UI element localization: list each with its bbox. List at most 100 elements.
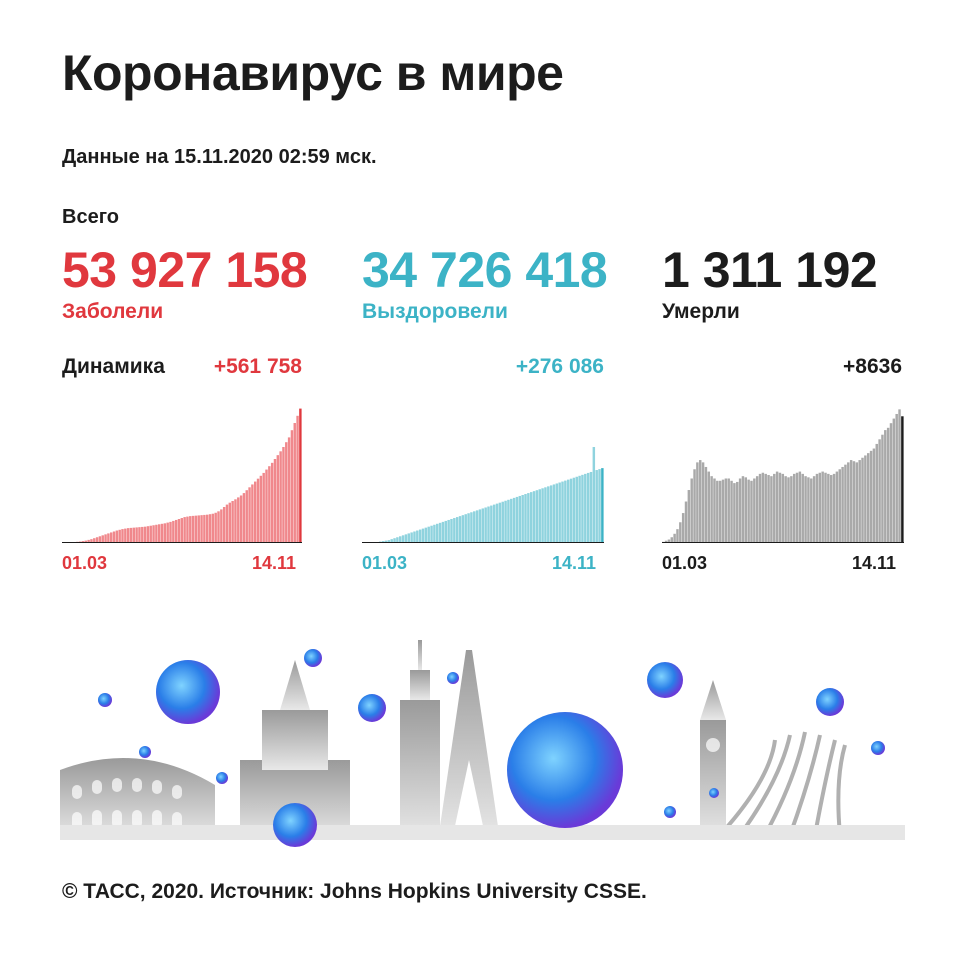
bar: [461, 515, 465, 543]
bar: [549, 485, 553, 543]
bar: [279, 451, 282, 543]
bar: [898, 409, 901, 543]
bar: [892, 418, 896, 543]
bar: [259, 475, 263, 543]
bar: [881, 434, 884, 543]
bar: [447, 519, 450, 543]
bar: [690, 478, 693, 543]
bar: [467, 513, 470, 543]
bar: [787, 477, 790, 543]
bar: [595, 470, 598, 543]
bar: [733, 483, 736, 543]
bar: [581, 474, 584, 543]
cases-chart-svg: [62, 408, 302, 543]
bar: [234, 499, 237, 543]
bar: [718, 480, 722, 543]
bar: [901, 416, 904, 543]
bar: [293, 423, 296, 543]
bar: [847, 462, 850, 543]
bar: [790, 476, 793, 543]
bar: [810, 478, 813, 543]
bar: [532, 491, 536, 543]
eiffel-tower-icon: [438, 650, 500, 840]
bar: [189, 516, 192, 543]
bar: [484, 507, 487, 543]
bar: [262, 472, 265, 543]
cases-x-end: 14.11: [252, 553, 297, 573]
bar: [245, 490, 248, 543]
bar: [470, 512, 473, 543]
page-title: Коронавирус в мире: [62, 45, 564, 101]
bar: [152, 525, 155, 543]
bar: [424, 527, 428, 543]
bar: [404, 534, 408, 543]
virus-icon: [98, 649, 885, 847]
bar: [827, 473, 830, 543]
bar: [864, 455, 867, 543]
bar: [222, 507, 226, 543]
bar: [753, 478, 756, 543]
bar: [821, 471, 824, 543]
bar: [727, 478, 730, 543]
bar: [438, 522, 442, 543]
bar: [242, 493, 246, 543]
bar: [200, 515, 203, 543]
bar: [710, 476, 713, 543]
bar: [270, 462, 274, 543]
bar: [287, 437, 291, 543]
bar: [869, 450, 873, 543]
bar: [149, 525, 152, 543]
bar: [750, 480, 753, 543]
bar: [197, 515, 200, 543]
skyscraper-icon: [400, 640, 440, 840]
bar: [875, 443, 878, 543]
bar: [561, 481, 564, 543]
bar: [194, 515, 198, 543]
bar: [495, 503, 499, 543]
bar: [569, 478, 573, 543]
bar: [518, 495, 522, 543]
skyline-illustration: [60, 640, 905, 847]
bar: [124, 528, 127, 543]
bar: [764, 473, 767, 543]
bar: [679, 522, 682, 543]
recovered-total: 34 726 418: [362, 242, 608, 298]
bar: [160, 523, 164, 543]
stat-recovered: 34 726 418 Выздоровели: [362, 240, 608, 324]
bar: [254, 481, 257, 543]
bar: [172, 520, 175, 543]
bar: [552, 484, 556, 543]
bar: [141, 526, 144, 543]
cases-total: 53 927 158: [62, 242, 308, 298]
total-label: Всего: [62, 206, 119, 228]
bar: [138, 527, 141, 543]
bar: [538, 489, 541, 543]
bar: [592, 447, 596, 543]
bar: [95, 537, 99, 543]
bar: [755, 476, 759, 543]
bar: [211, 513, 215, 543]
bar: [174, 519, 178, 543]
cases-chart: [62, 395, 302, 543]
bar: [558, 482, 561, 543]
bar: [299, 408, 302, 543]
bar: [203, 514, 206, 543]
bar: [770, 476, 773, 543]
bar: [849, 460, 853, 543]
bar: [441, 521, 445, 543]
bar: [177, 519, 181, 543]
bar: [807, 477, 810, 543]
bar: [118, 529, 121, 543]
bar: [135, 527, 138, 543]
bar: [282, 447, 285, 543]
bar: [163, 523, 167, 543]
bar: [584, 473, 587, 543]
bar: [393, 538, 396, 543]
bar: [410, 532, 413, 543]
bar: [458, 516, 462, 543]
bar: [265, 469, 268, 543]
bar: [589, 471, 593, 543]
deaths-chart: [662, 395, 904, 543]
bar: [758, 473, 762, 543]
deaths-x-start: 01.03: [662, 553, 708, 573]
